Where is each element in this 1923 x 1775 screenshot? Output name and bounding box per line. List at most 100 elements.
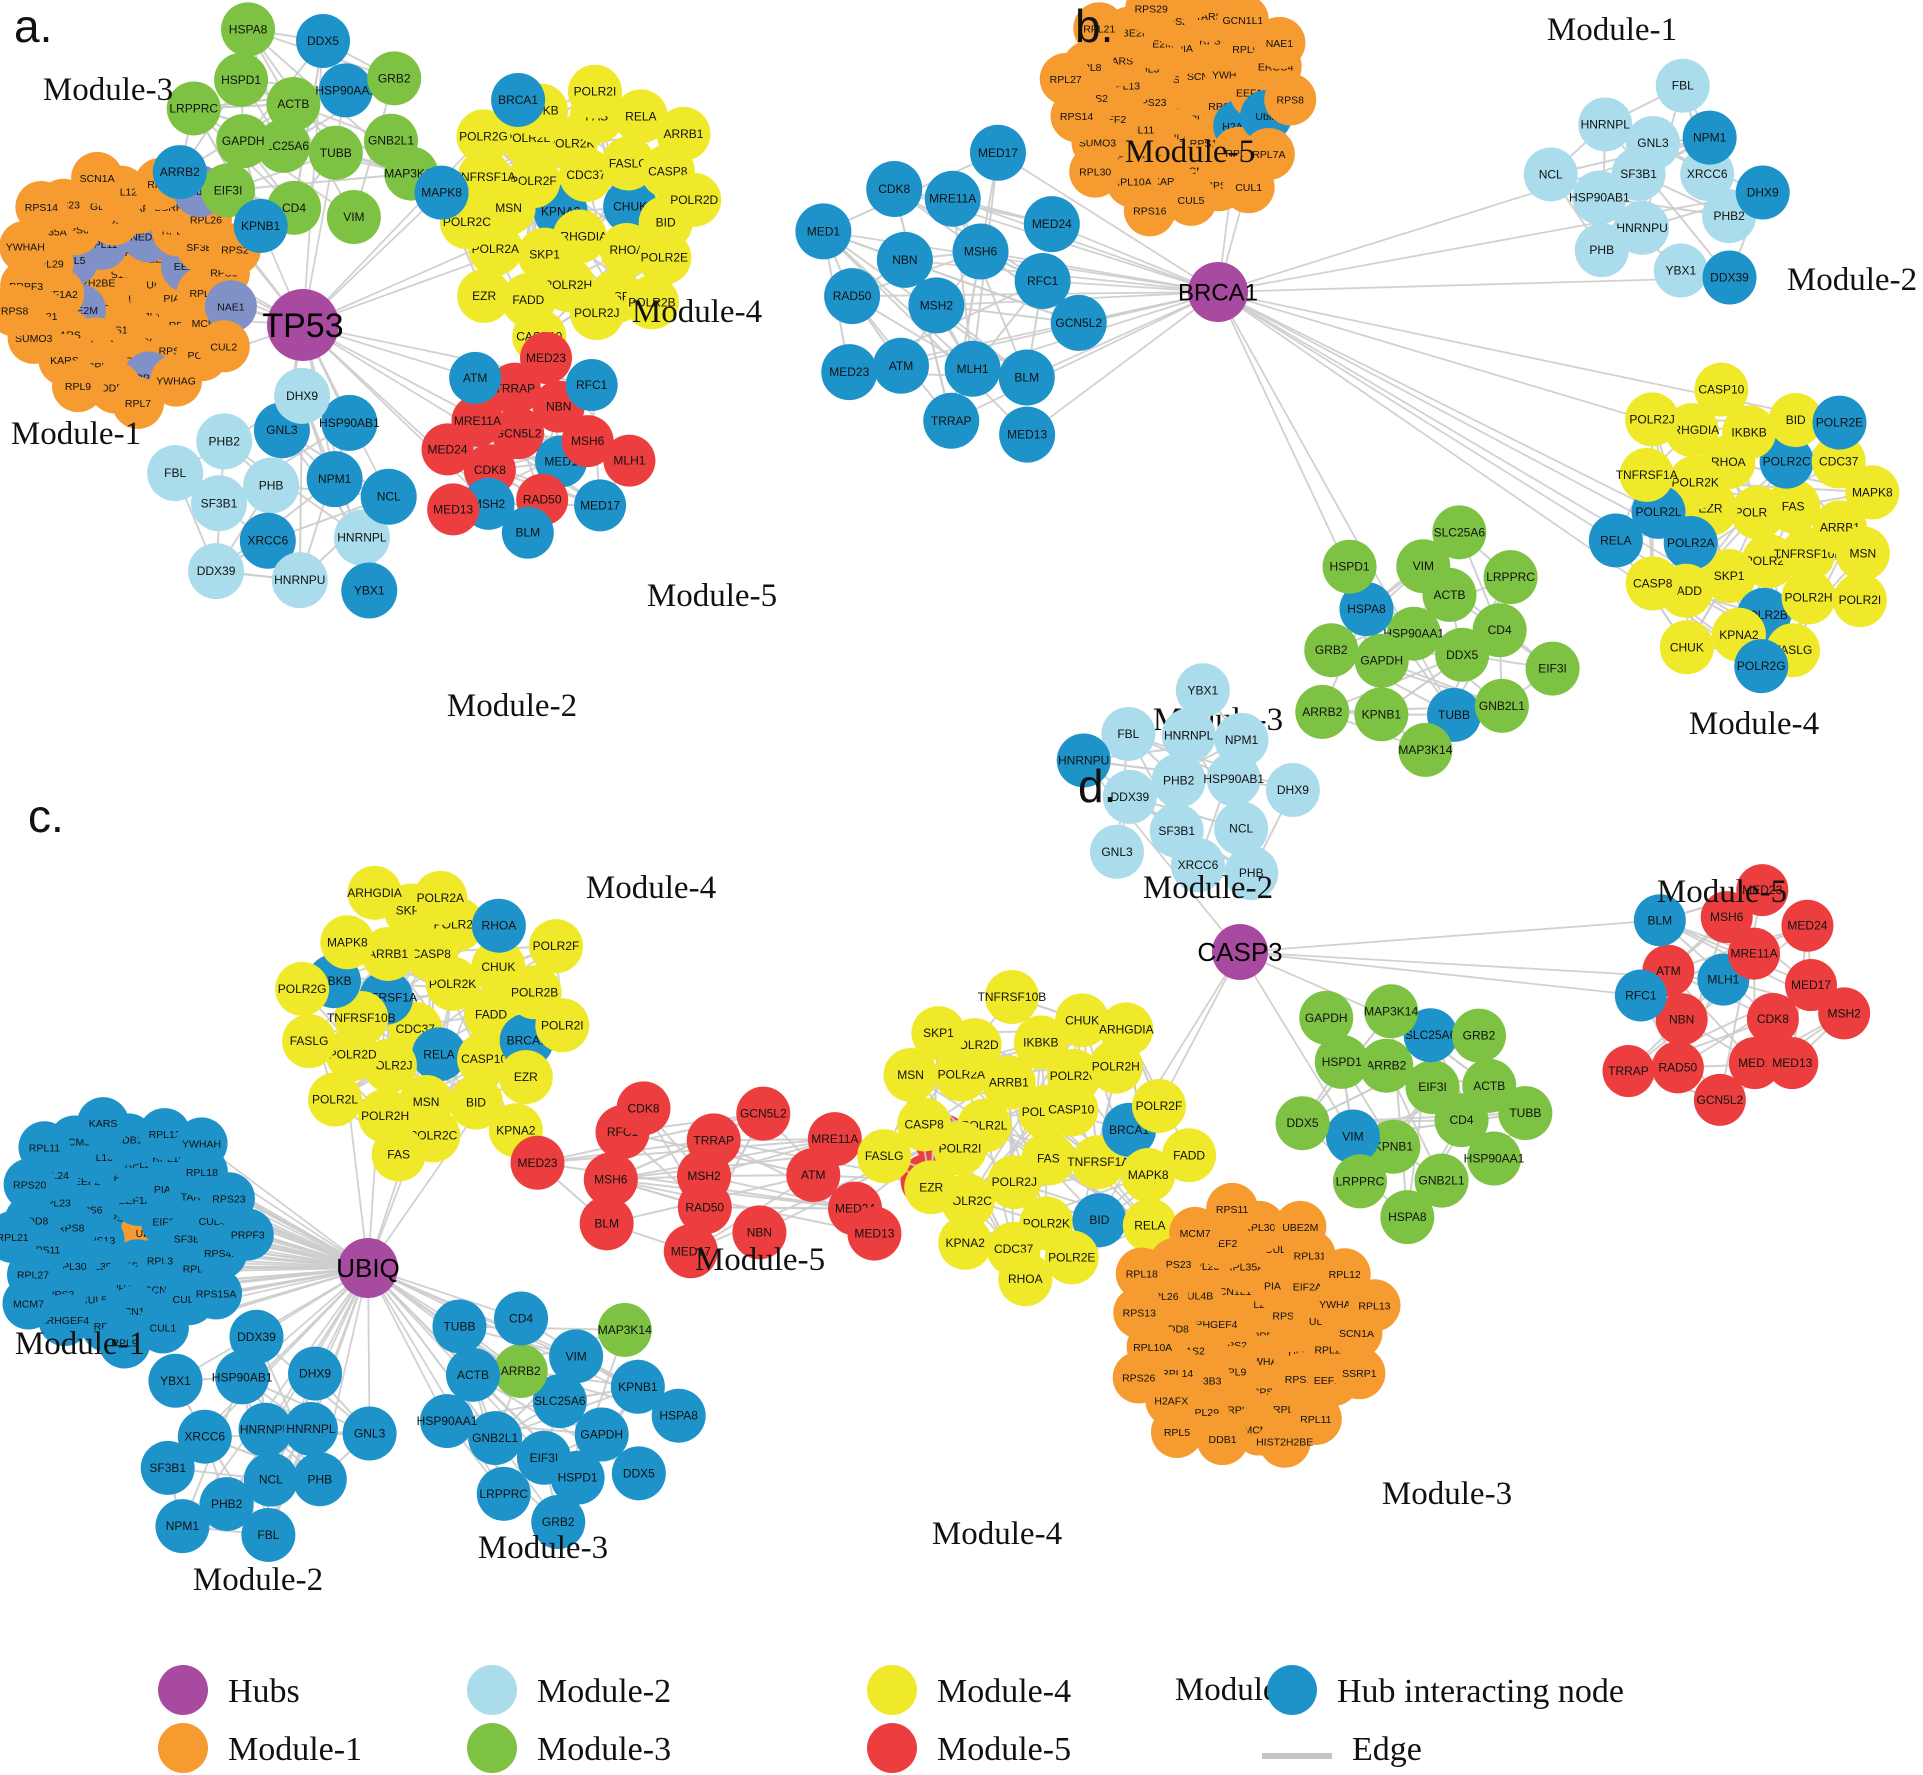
node-circle-HSPD1[interactable] [214,52,269,107]
node-circle-MED1[interactable] [795,203,852,260]
node-circle-ARHGDIA[interactable] [1099,1002,1154,1057]
node-circle-SLC25A6[interactable] [1432,505,1487,560]
node-MAPK8[interactable]: MAPK8 [320,915,375,970]
node-DHX9[interactable]: DHX9 [274,367,331,424]
node-BRCA1[interactable]: BRCA1 [491,72,546,127]
node-circle-SCN1A[interactable] [71,151,124,204]
node-circle-HNRNPL[interactable] [1578,97,1633,152]
node-GAPDH[interactable]: GAPDH [216,114,271,169]
node-circle-POLR2G[interactable] [275,961,330,1016]
node-circle-VIM[interactable] [1396,539,1451,594]
node-MAPK8[interactable]: MAPK8 [1845,465,1900,520]
node-MED17[interactable]: MED17 [574,479,627,532]
node-ARHGDIA[interactable]: ARHGDIA [1099,1002,1154,1057]
node-circle-POLR2D[interactable] [667,172,722,227]
node-circle-TNFRSF10B[interactable] [984,970,1039,1025]
node-circle-LRPPRC[interactable] [1332,1154,1387,1209]
node-circle-CDK8[interactable] [616,1081,671,1136]
node-VIM[interactable]: VIM [549,1329,604,1384]
node-circle-RPS16[interactable] [1123,184,1176,237]
node-circle-PHB[interactable] [1224,846,1279,901]
node-POLR2F[interactable]: POLR2F [1131,1078,1186,1133]
node-circle-SLC25A6[interactable] [1403,1008,1458,1063]
node-MED13[interactable]: MED13 [1766,1037,1819,1090]
node-POLR2G[interactable]: POLR2G [275,961,330,1016]
node-circle-YWHAG[interactable] [150,354,203,407]
node-circle-RPS15A[interactable] [190,1267,243,1320]
node-circle-ARRB1[interactable] [656,106,711,161]
node-FBL[interactable]: FBL [241,1507,296,1562]
node-circle-MSN[interactable] [883,1047,938,1102]
node-circle-MSN[interactable] [1835,526,1890,581]
node-circle-HSPA8[interactable] [1339,582,1394,637]
node-circle-NPM1[interactable] [1214,712,1269,767]
node-MSH2[interactable]: MSH2 [908,277,965,334]
node-circle-RPL9[interactable] [51,360,104,413]
node-TRRAP[interactable]: TRRAP [1602,1045,1655,1098]
node-circle-MAP3K14[interactable] [1364,984,1419,1039]
node-circle-POLR2I[interactable] [1832,573,1887,628]
node-circle-TUBB[interactable] [1498,1086,1553,1141]
node-circle-RPS14[interactable] [15,180,68,233]
node-circle-ACTB[interactable] [266,77,321,132]
node-TRRAP[interactable]: TRRAP [686,1113,741,1168]
node-circle-HSPA8[interactable] [1380,1190,1435,1245]
node-circle-DDX39[interactable] [1102,769,1157,824]
node-circle-HSPD1[interactable] [550,1450,605,1505]
node-POLR2G[interactable]: POLR2G [1734,639,1789,694]
node-circle-GAPDH[interactable] [574,1407,629,1462]
node-MAPK8[interactable]: MAPK8 [414,165,469,220]
node-circle-FAS[interactable] [1766,479,1821,534]
node-POLR2I[interactable]: POLR2I [1832,573,1887,628]
node-circle-NAE1[interactable] [204,280,257,333]
node-circle-GRB2[interactable] [1304,623,1359,678]
node-PHB2[interactable]: PHB2 [1151,753,1206,808]
node-circle-MED23[interactable] [520,331,573,384]
node-GCN5L2[interactable]: GCN5L2 [1693,1073,1746,1126]
node-circle-SSRP1[interactable] [1333,1347,1386,1400]
node-MCM7[interactable]: MCM7 [2,1277,55,1330]
node-circle-KPNB1[interactable] [610,1359,665,1414]
node-PRPF3[interactable]: PRPF3 [221,1208,274,1261]
node-circle-BLM[interactable] [579,1196,634,1251]
node-circle-DHX9[interactable] [1265,763,1320,818]
node-circle-HNRNPL[interactable] [1161,708,1216,763]
node-GCN5L2[interactable]: GCN5L2 [1050,294,1107,351]
node-circle-EIF3I[interactable] [1525,641,1580,696]
node-circle-POLR2I[interactable] [535,998,590,1053]
node-circle-RPL9[interactable] [98,1316,151,1369]
node-RPS11[interactable]: RPS11 [1206,1182,1259,1235]
node-circle-UBE2M[interactable] [1274,1200,1327,1253]
node-CHUK[interactable]: CHUK [1659,620,1714,675]
hub-circle-BRCA1[interactable] [1188,262,1248,322]
node-circle-ARHGDIA[interactable] [347,865,402,920]
node-circle-EZR[interactable] [457,268,512,323]
node-circle-GAPDH[interactable] [1354,633,1409,688]
node-FBL[interactable]: FBL [147,445,204,502]
node-circle-DDX5[interactable] [1275,1096,1330,1151]
node-circle-CASP10[interactable] [1694,362,1749,417]
node-circle-NCL[interactable] [360,468,417,525]
node-RPS8[interactable]: RPS8 [1264,73,1317,126]
node-GAPDH[interactable]: GAPDH [1354,633,1409,688]
node-circle-POLR2J[interactable] [569,286,624,341]
node-circle-FBL[interactable] [1655,58,1710,113]
node-circle-ARRB2[interactable] [152,145,207,200]
node-YBX1[interactable]: YBX1 [1653,243,1708,298]
node-TUBB[interactable]: TUBB [432,1299,487,1354]
node-circle-TNFRSF1A[interactable] [457,150,512,205]
node-MED23[interactable]: MED23 [520,331,573,384]
node-TUBB[interactable]: TUBB [308,125,363,180]
node-circle-RFC1[interactable] [1014,253,1071,310]
node-circle-FAS[interactable] [371,1127,426,1182]
node-circle-MCM7[interactable] [2,1277,55,1330]
node-circle-POLR2C[interactable] [1759,434,1814,489]
node-HSPA8[interactable]: HSPA8 [221,2,276,57]
node-HNRNPU[interactable]: HNRNPU [271,552,328,609]
node-circle-RPL21[interactable] [1073,2,1126,55]
node-circle-MED17[interactable] [574,479,627,532]
node-circle-DDX39[interactable] [229,1309,284,1364]
node-RELA[interactable]: RELA [1588,513,1643,568]
node-circle-FADD[interactable] [1162,1128,1217,1183]
node-NBN[interactable]: NBN [876,231,933,288]
